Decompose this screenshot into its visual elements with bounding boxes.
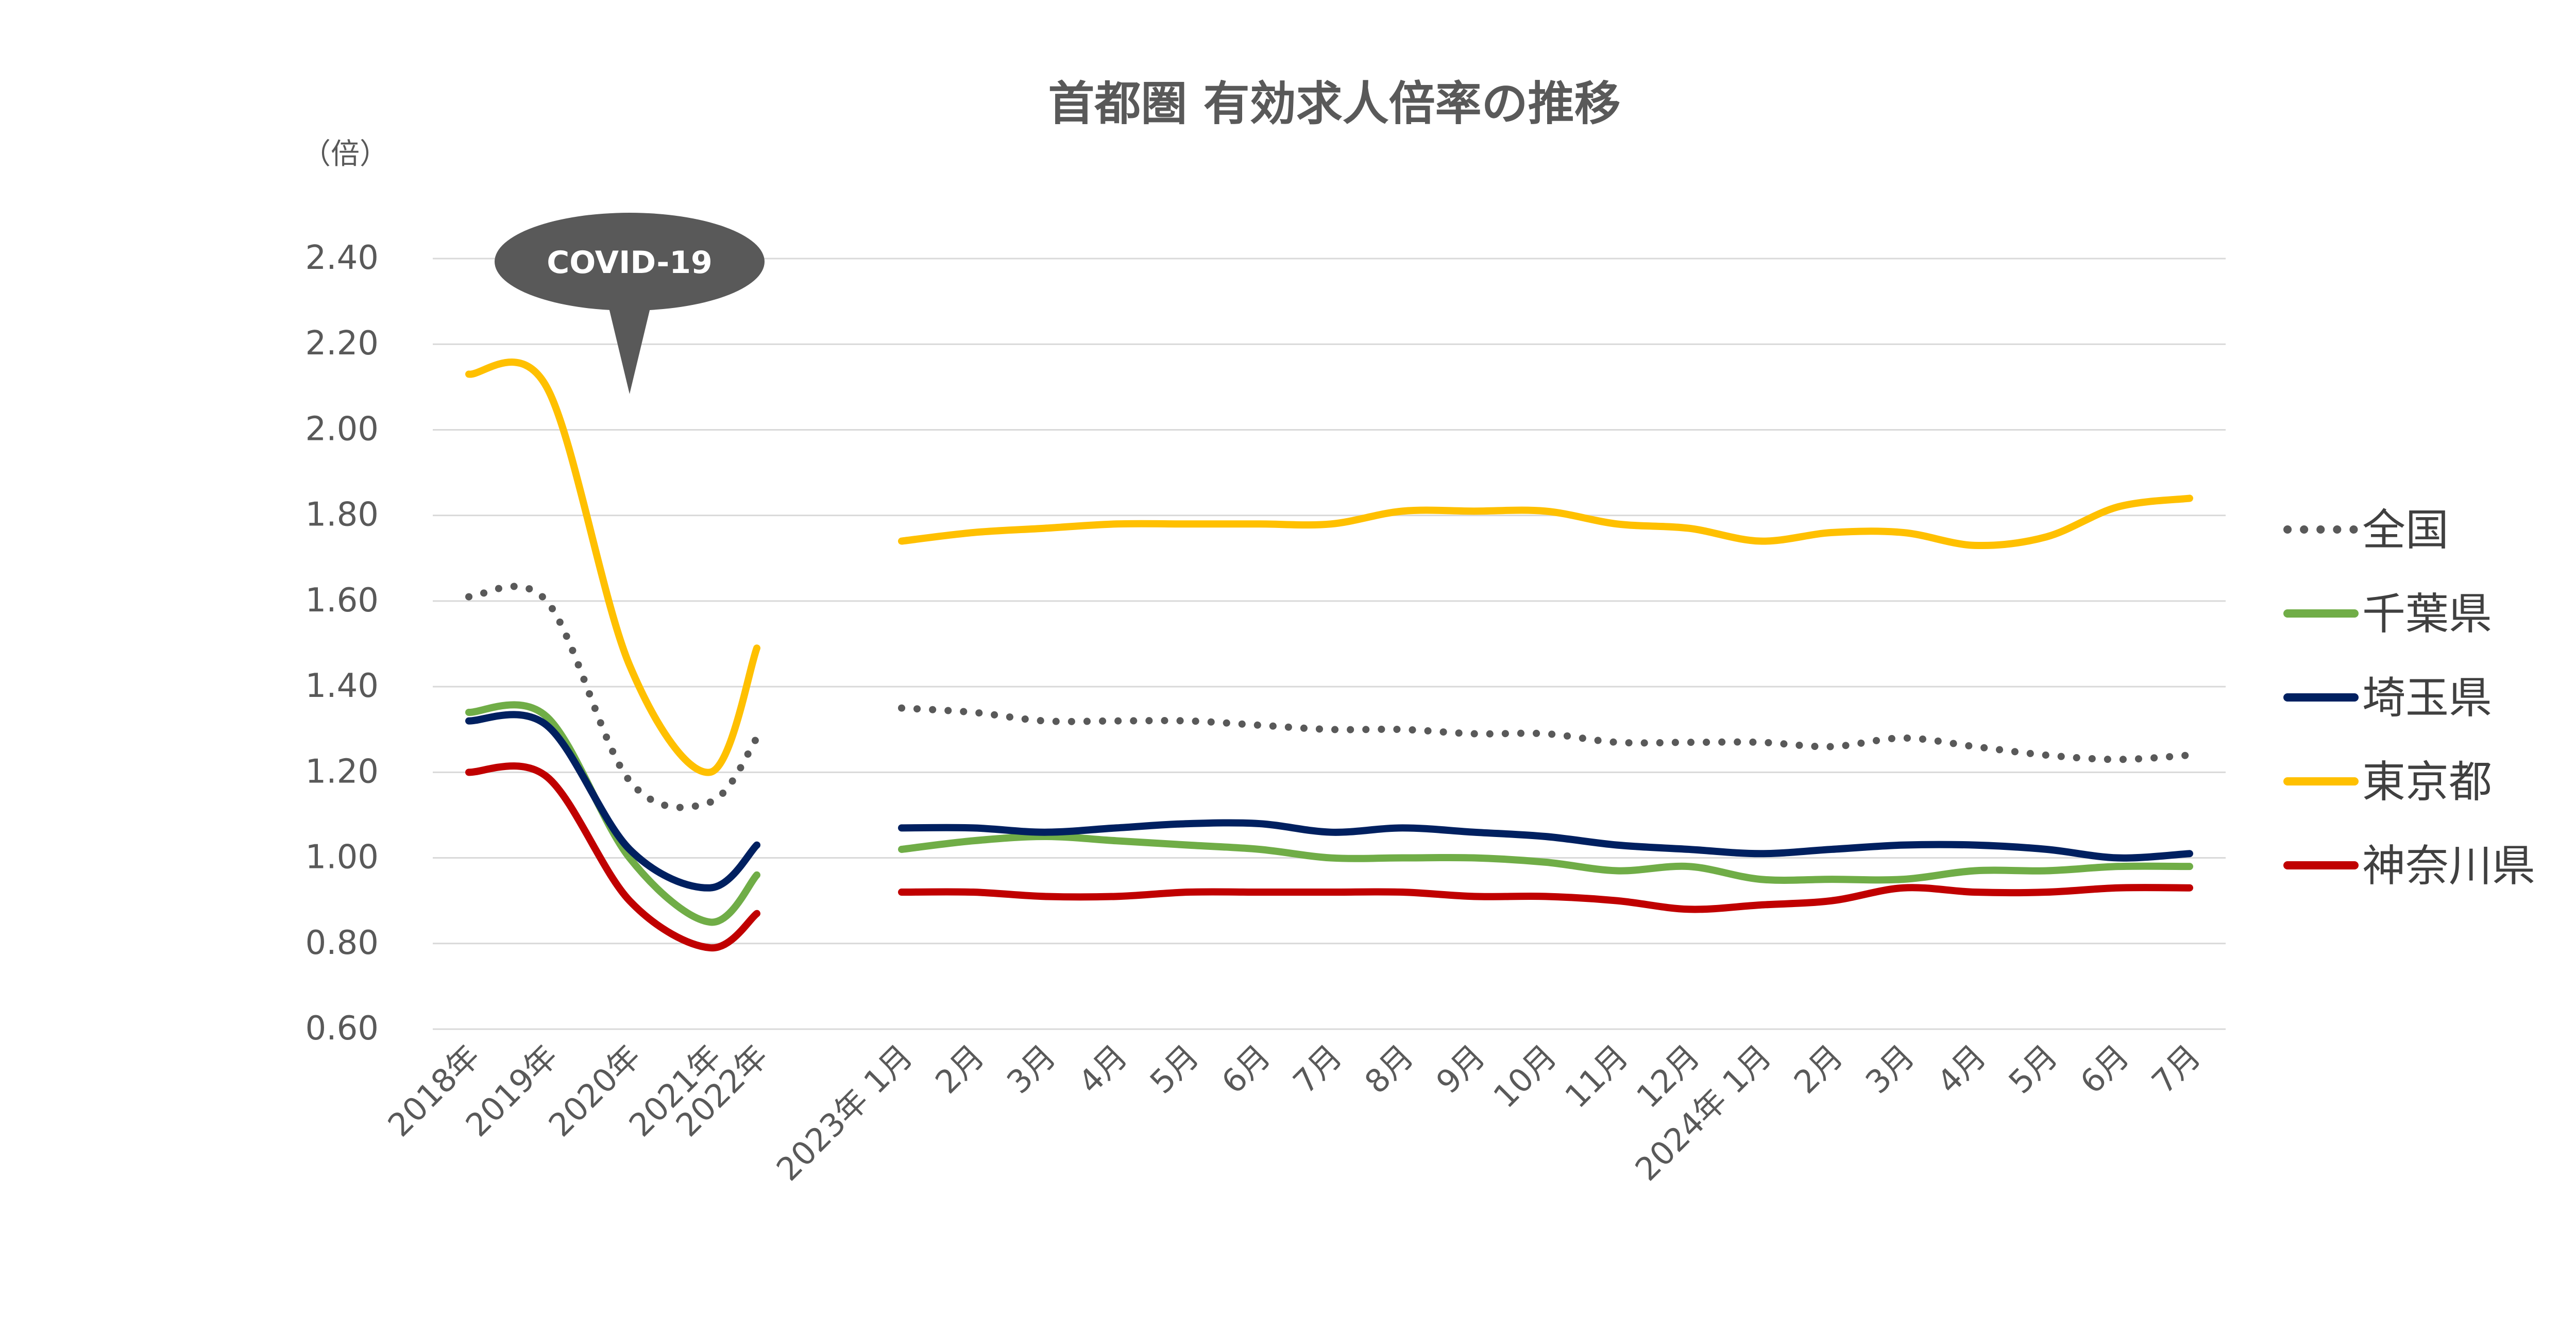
y-axis-unit-label: （倍） <box>302 138 388 171</box>
y-tick-label: 1.80 <box>306 496 379 534</box>
legend-label: 埼玉県 <box>2362 673 2492 723</box>
series-line-千葉県-monthly <box>898 833 2193 884</box>
y-tick-label: 1.60 <box>306 582 379 620</box>
y-tick-label: 2.40 <box>306 239 379 277</box>
y-tick-label: 1.20 <box>306 753 379 791</box>
legend-label: 東京都 <box>2362 757 2492 807</box>
covid-annotation-bubble <box>495 213 765 311</box>
covid-annotation-label: COVID-19 <box>547 245 713 281</box>
series-line-東京都-monthly <box>898 494 2193 550</box>
y-tick-label: 1.40 <box>306 667 379 705</box>
covid-annotation: COVID-19 <box>495 213 765 394</box>
series-line-埼玉県-monthly <box>898 819 2193 862</box>
y-tick-label: 0.60 <box>306 1010 379 1048</box>
legend-label: 全国 <box>2362 505 2449 555</box>
y-axis-ticks: 2.40 2.20 2.00 1.80 1.60 1.40 1.20 1.00 0.80 0.60 <box>306 239 379 1048</box>
series-line-神奈川県-annual <box>465 762 760 952</box>
covid-annotation-pointer <box>608 304 651 394</box>
series-line-全国-annual <box>465 583 760 811</box>
gridlines <box>433 258 2226 1030</box>
legend-label: 神奈川県 <box>2362 841 2535 891</box>
series-line-埼玉県-annual <box>465 711 760 892</box>
y-tick-label: 0.80 <box>306 924 379 962</box>
series-line-神奈川県-monthly <box>898 884 2193 913</box>
y-tick-label: 2.20 <box>306 325 379 363</box>
series-line-千葉県-annual <box>465 701 760 926</box>
chart-title: 首都圏 有効求人倍率の推移 <box>1048 77 1620 131</box>
y-tick-label: 1.00 <box>306 839 379 877</box>
series-line-東京都-annual <box>465 358 760 776</box>
legend-label: 千葉県 <box>2362 589 2492 639</box>
series-line-全国-monthly <box>898 704 2193 763</box>
y-tick-label: 2.00 <box>306 410 379 448</box>
series-lines <box>465 358 2193 952</box>
